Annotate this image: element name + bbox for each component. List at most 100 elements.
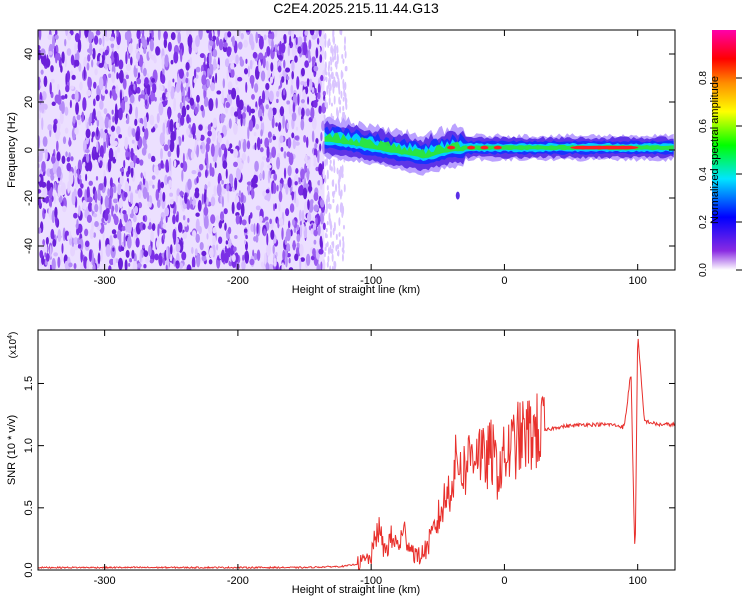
noise-speckle [288,258,291,264]
noise-speckle [88,249,92,262]
noise-speckle [279,40,282,55]
noise-speckle [329,203,332,210]
noise-speckle [332,55,335,63]
noise-speckle [259,147,264,153]
noise-speckle [98,239,101,252]
noise-speckle [181,169,184,182]
noise-speckle [204,169,208,179]
noise-speckle [44,260,48,266]
noise-speckle [264,137,270,149]
noise-speckle [108,119,112,129]
noise-speckle [334,43,337,52]
noise-speckle [317,83,321,96]
noise-speckle [152,184,155,189]
noise-speckle [325,76,328,83]
noise-speckle [220,113,226,119]
noise-speckle [327,255,330,263]
noise-speckle [105,244,111,258]
noise-speckle [152,83,157,94]
noise-speckle [43,209,47,214]
noise-speckle [258,173,263,180]
noise-speckle [130,147,134,156]
noise-speckle [243,39,249,48]
noise-speckle [335,233,338,241]
noise-speckle [165,264,168,270]
noise-speckle [335,71,338,77]
noise-speckle [151,155,156,162]
noise-speckle [159,83,162,91]
noise-speckle [151,78,156,83]
noise-speckle [226,68,229,80]
noise-speckle [153,164,159,175]
noise-speckle [164,54,169,68]
noise-speckle [71,93,76,100]
noise-speckle [256,222,259,234]
noise-speckle [285,67,291,73]
noise-speckle [110,245,116,259]
noise-speckle [162,122,166,136]
noise-speckle [283,167,287,179]
noise-speckle [97,252,101,265]
noise-speckle [84,30,89,38]
noise-speckle [108,265,112,270]
noise-speckle [135,106,139,120]
noise-speckle [194,248,198,256]
noise-speckle [127,192,130,197]
noise-speckle [207,181,211,188]
noise-speckle [276,184,279,192]
noise-speckle [56,151,61,162]
colorbar-tick-label: 0.6 [698,119,709,133]
noise-speckle [285,243,291,252]
noise-speckle [135,237,140,248]
noise-speckle [271,39,274,51]
noise-speckle [71,191,76,206]
noise-speckle [154,253,159,261]
noise-speckle [86,259,90,270]
noise-speckle [241,260,246,270]
noise-speckle [223,41,228,48]
noise-speckle [60,95,66,100]
noise-speckle [278,217,284,227]
noise-speckle [73,244,79,251]
noise-speckle [308,39,312,50]
noise-speckle [224,31,229,41]
noise-speckle [344,92,347,101]
noise-speckle [287,220,291,229]
noise-speckle [328,87,331,98]
noise-speckle [87,202,93,212]
noise-speckle [344,36,347,45]
noise-speckle [173,159,177,168]
noise-speckle [181,134,185,142]
noise-speckle [54,182,57,191]
noise-speckle [142,67,147,77]
noise-speckle [192,75,195,89]
noise-speckle [84,228,89,237]
noise-speckle [304,30,309,36]
noise-speckle [162,232,166,241]
noise-speckle [86,89,92,97]
noise-speckle [45,236,49,245]
snr-y-ticks: 0.0 0.5 1.0 1.5 [23,376,675,578]
noise-speckle [275,122,278,127]
noise-speckle [264,51,268,58]
noise-speckle [125,249,130,258]
noise-speckle [99,160,103,167]
noise-speckle [315,217,318,225]
noise-speckle [61,155,66,164]
noise-speckle [338,82,341,92]
noise-speckle [206,197,209,206]
noise-speckle [158,252,163,267]
noise-speckle [289,35,292,47]
noise-speckle [287,165,292,177]
noise-speckle [189,56,193,67]
noise-speckle [301,209,305,223]
noise-speckle [247,183,251,196]
noise-speckle [240,32,244,40]
noise-speckle [343,183,346,193]
noise-speckle [227,226,232,235]
noise-speckle [306,77,310,88]
noise-speckle [39,250,44,259]
noise-speckle [295,197,299,208]
noise-speckle [103,108,108,115]
noise-speckle [72,115,76,124]
